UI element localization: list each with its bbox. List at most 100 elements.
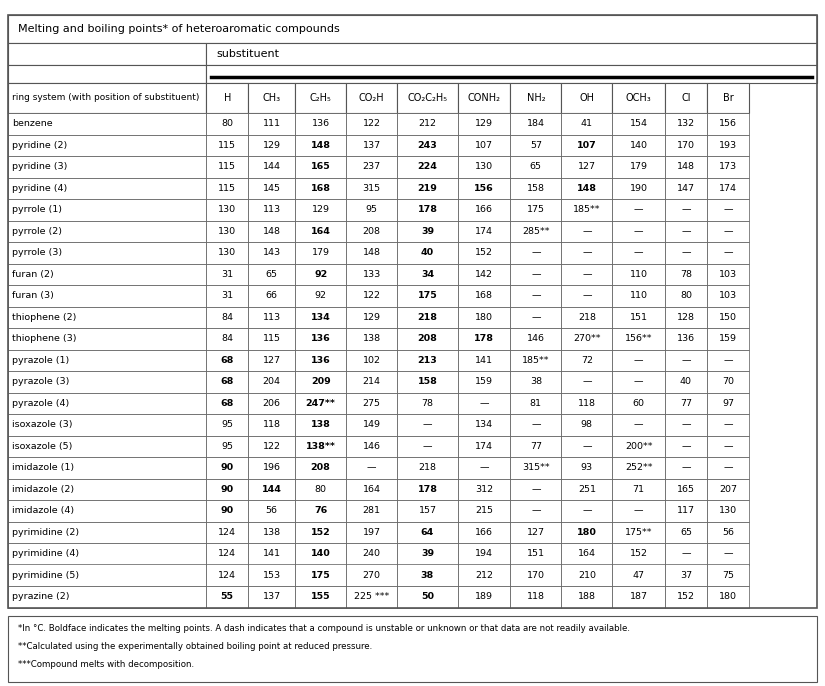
Bar: [458, 263, 511, 285]
Text: 124: 124: [219, 549, 236, 558]
Text: 243: 243: [417, 141, 437, 150]
Text: 80: 80: [221, 119, 233, 128]
Bar: [346, 565, 397, 586]
Text: 174: 174: [475, 227, 493, 236]
Bar: [561, 83, 612, 113]
Bar: [397, 479, 458, 500]
Bar: [707, 392, 749, 414]
Text: 40: 40: [421, 248, 434, 257]
Text: —: —: [724, 463, 733, 472]
Text: 122: 122: [363, 119, 380, 128]
Text: 137: 137: [262, 592, 281, 601]
Bar: [295, 349, 346, 371]
Text: ring system (with position of substituent): ring system (with position of substituen…: [12, 93, 200, 102]
Bar: [248, 263, 295, 285]
Text: 208: 208: [363, 227, 380, 236]
Text: 127: 127: [578, 163, 596, 172]
Bar: [8, 521, 206, 543]
Bar: [458, 156, 511, 178]
Text: pyrazine (2): pyrazine (2): [12, 592, 69, 601]
Bar: [248, 521, 295, 543]
Bar: [8, 565, 206, 586]
Bar: [561, 414, 612, 436]
Text: 197: 197: [363, 528, 380, 536]
Bar: [346, 371, 397, 392]
Text: imidazole (2): imidazole (2): [12, 485, 74, 494]
Bar: [8, 479, 206, 500]
Bar: [511, 285, 561, 307]
Bar: [397, 113, 458, 134]
Text: 138: 138: [311, 421, 331, 429]
Text: 118: 118: [262, 421, 281, 429]
Text: 133: 133: [362, 270, 381, 279]
Text: 178: 178: [417, 205, 437, 214]
Bar: [8, 43, 206, 65]
Bar: [248, 414, 295, 436]
Bar: [612, 134, 665, 156]
Text: 110: 110: [629, 270, 648, 279]
Bar: [397, 371, 458, 392]
Text: 151: 151: [527, 549, 544, 558]
Text: 156**: 156**: [625, 334, 653, 343]
Text: 118: 118: [578, 399, 596, 407]
Bar: [665, 565, 707, 586]
Text: 152: 152: [629, 549, 648, 558]
Text: 146: 146: [527, 334, 544, 343]
Text: —: —: [724, 205, 733, 214]
Bar: [8, 220, 206, 242]
Text: pyrimidine (5): pyrimidine (5): [12, 571, 79, 580]
Bar: [8, 457, 206, 479]
Bar: [295, 565, 346, 586]
Bar: [458, 586, 511, 608]
Text: —: —: [724, 356, 733, 365]
Bar: [612, 113, 665, 134]
Bar: [707, 479, 749, 500]
Text: CO₂C₂H₅: CO₂C₂H₅: [408, 93, 447, 103]
Bar: [206, 285, 248, 307]
Text: Cl: Cl: [681, 93, 691, 103]
Text: 312: 312: [475, 485, 493, 494]
Bar: [8, 263, 206, 285]
Text: benzene: benzene: [12, 119, 53, 128]
Bar: [665, 285, 707, 307]
Text: —: —: [634, 248, 644, 257]
Text: 206: 206: [262, 399, 281, 407]
Bar: [707, 414, 749, 436]
Bar: [612, 178, 665, 199]
Text: 75: 75: [722, 571, 734, 580]
Bar: [346, 263, 397, 285]
Bar: [346, 156, 397, 178]
Text: —: —: [582, 506, 592, 515]
Bar: [397, 392, 458, 414]
Bar: [665, 83, 707, 113]
Bar: [458, 220, 511, 242]
Bar: [206, 328, 248, 349]
Bar: [511, 436, 561, 457]
Bar: [612, 414, 665, 436]
Text: 107: 107: [475, 141, 493, 150]
Text: —: —: [531, 313, 540, 322]
Bar: [511, 178, 561, 199]
Text: 158: 158: [417, 377, 437, 386]
Bar: [511, 83, 561, 113]
Bar: [561, 521, 612, 543]
Bar: [458, 113, 511, 134]
Bar: [612, 521, 665, 543]
Text: 146: 146: [363, 442, 380, 451]
Text: —: —: [681, 248, 691, 257]
Bar: [248, 307, 295, 328]
Text: 170: 170: [677, 141, 695, 150]
Text: 140: 140: [311, 549, 331, 558]
Text: 40: 40: [680, 377, 692, 386]
Text: 117: 117: [677, 506, 695, 515]
Bar: [612, 543, 665, 565]
Text: 285**: 285**: [522, 227, 549, 236]
Bar: [707, 199, 749, 220]
Text: 168: 168: [311, 184, 331, 193]
Bar: [665, 349, 707, 371]
Bar: [612, 220, 665, 242]
Text: 115: 115: [219, 184, 236, 193]
Bar: [397, 414, 458, 436]
Text: 148: 148: [311, 141, 331, 150]
Text: 200**: 200**: [625, 442, 653, 451]
